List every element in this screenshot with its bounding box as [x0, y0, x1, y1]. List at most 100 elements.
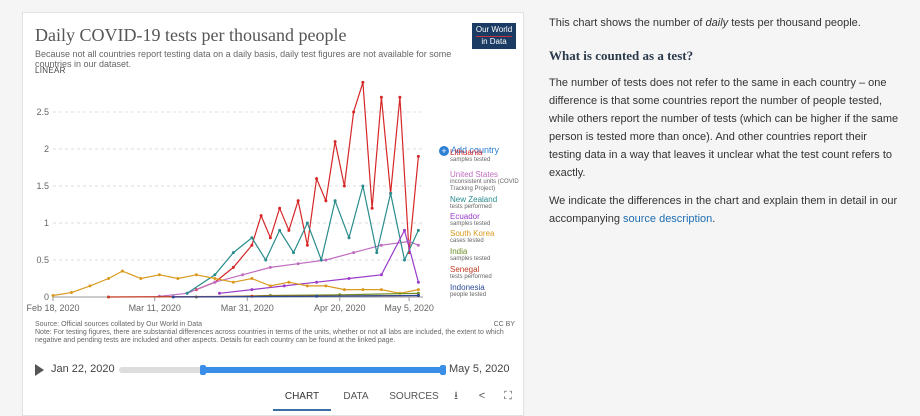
data-point [139, 277, 143, 280]
logo-line2: in Data [476, 36, 512, 47]
y-tick-label: 0.5 [36, 255, 49, 265]
y-tick-label: 2 [44, 144, 49, 154]
y-tick-label: 1.5 [36, 181, 49, 191]
legend-entry-unit: samples tested [450, 256, 491, 262]
data-point [403, 228, 406, 232]
data-point [361, 288, 365, 292]
legend-entry-unit: inconsistent units (COVID Tracking Proje… [450, 179, 519, 192]
data-point [268, 236, 272, 240]
data-point [264, 258, 268, 262]
data-point [416, 280, 420, 284]
add-country-label: Add country [451, 145, 500, 155]
timeline-start-label: Jan 22, 2020 [51, 363, 115, 375]
data-point [324, 258, 328, 262]
share-icon[interactable]: < [478, 390, 486, 402]
data-point [347, 236, 351, 240]
legend-entry-unit: tests performed [450, 274, 492, 280]
legend-entry[interactable]: New Zealand [450, 195, 498, 204]
data-point [342, 184, 346, 188]
data-point [315, 177, 319, 181]
data-point [416, 154, 420, 158]
chart-tabs: CHART DATA SOURCES ⭳ < ⛶ [273, 383, 525, 411]
data-point [407, 240, 411, 243]
timeline-track[interactable] [119, 365, 446, 375]
data-point [305, 221, 309, 225]
intro-prefix: This chart shows the number of [549, 17, 706, 29]
data-point [315, 280, 319, 284]
data-point [185, 291, 189, 295]
source-description-link[interactable]: source description [623, 213, 713, 225]
section-heading: What is counted as a test? [549, 48, 694, 63]
legend-entry[interactable]: United States [450, 170, 499, 179]
data-point [157, 273, 161, 277]
para2-prefix: We indicate the differences in the chart… [549, 195, 898, 225]
license-badge[interactable]: CC BY [493, 321, 515, 328]
data-point [296, 262, 300, 266]
x-tick-label: May 5, 2020 [384, 303, 434, 313]
x-tick-label: Apr 20, 2020 [314, 303, 366, 313]
legend-entry-unit: cases tested [450, 238, 484, 244]
timeline-end-handle[interactable] [440, 365, 446, 375]
line-chart: 0 0.5 1 1.5 2 2.5 Feb 18, 2020 Mar 11, 2020 Mar … [26, 80, 434, 313]
intro-emphasis: daily [705, 17, 729, 29]
legend-entry[interactable]: India [450, 247, 468, 256]
data-point [287, 228, 291, 232]
data-point [333, 140, 337, 144]
data-point [379, 288, 383, 292]
tab-chart[interactable]: CHART [273, 383, 331, 411]
series-line [196, 82, 419, 291]
series-line [159, 240, 419, 297]
data-point [379, 95, 383, 99]
data-point [416, 243, 420, 247]
legend-entry[interactable]: Indonesia [450, 283, 485, 292]
data-point [347, 277, 351, 280]
chart-card: Daily COVID-19 tests per thousand people… [22, 12, 524, 416]
data-point [287, 280, 291, 284]
legend-entry-unit: samples tested [450, 157, 491, 163]
data-point [176, 277, 180, 280]
data-point [375, 251, 379, 255]
add-country-button[interactable]: + Add country [439, 145, 499, 156]
tab-data[interactable]: DATA [343, 391, 369, 402]
y-tick-label: 0 [44, 292, 49, 302]
data-point [250, 277, 254, 280]
timeline-end-label: May 5, 2020 [449, 363, 510, 375]
timeline-range[interactable] [203, 367, 443, 373]
legend-entry-unit: tests performed [450, 204, 492, 210]
data-point [379, 243, 383, 247]
play-icon[interactable] [35, 364, 44, 376]
data-point [324, 199, 328, 203]
x-tick-label: Mar 11, 2020 [129, 303, 181, 313]
data-point [315, 294, 319, 298]
data-point [305, 243, 309, 247]
series-line [186, 185, 419, 294]
note-text: Note: For testing figures, there are sub… [35, 329, 504, 344]
data-point [250, 243, 254, 247]
legend-entry[interactable]: Ecuador [450, 212, 480, 221]
data-point [213, 277, 217, 280]
data-point [333, 199, 337, 203]
x-tick-label: Feb 18, 2020 [26, 303, 79, 313]
data-point [268, 265, 272, 269]
data-point [231, 251, 235, 255]
series-line [219, 228, 419, 294]
scale-toggle[interactable]: LINEAR [35, 66, 66, 75]
legend-entry[interactable]: Lithuania [450, 148, 483, 157]
legend-entry[interactable]: South Korea [450, 229, 495, 238]
timeline-start-handle[interactable] [200, 365, 207, 375]
data-point [292, 251, 295, 255]
legend-entry-unit: samples tested [450, 221, 491, 227]
y-tick-label: 1 [44, 218, 49, 228]
data-point [416, 294, 420, 298]
tab-sources[interactable]: SOURCES [389, 391, 439, 402]
data-point [379, 273, 383, 277]
intro-text: This chart shows the number of daily tes… [549, 14, 901, 32]
data-point [324, 284, 328, 288]
fullscreen-icon[interactable]: ⛶ [504, 390, 512, 402]
download-icon[interactable]: ⭳ [454, 390, 458, 402]
owid-logo[interactable]: Our World in Data [472, 23, 516, 49]
legend-entry[interactable]: Senegal [450, 265, 480, 274]
data-point [389, 191, 393, 195]
data-point [278, 206, 282, 210]
data-point [213, 280, 217, 284]
